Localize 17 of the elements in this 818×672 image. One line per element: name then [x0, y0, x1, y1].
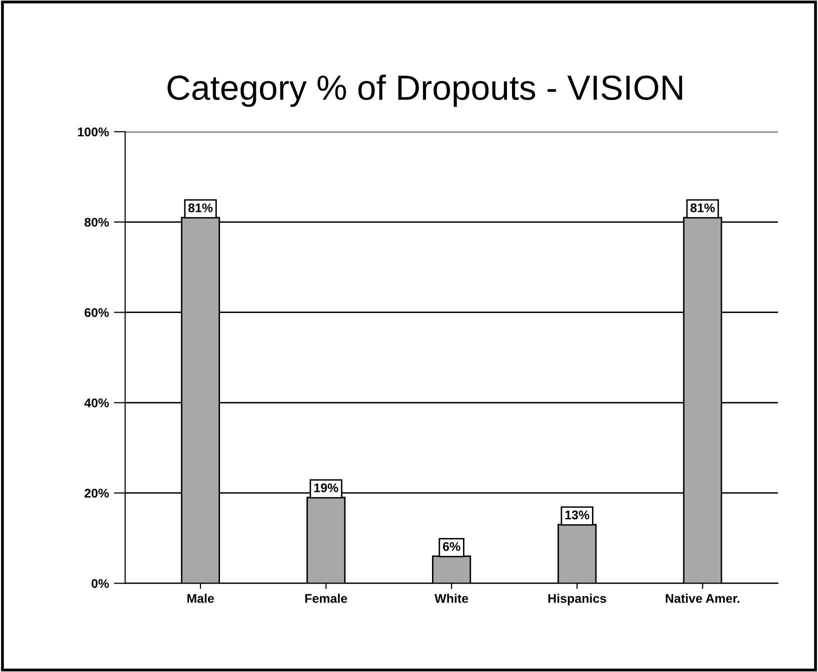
data-label: 6%: [442, 542, 460, 551]
y-tick-label: 0%: [92, 579, 109, 588]
data-label: 81%: [188, 203, 213, 212]
data-label: 13%: [565, 510, 590, 520]
y-tick-label: 60%: [84, 308, 109, 317]
x-tick-label: White: [434, 594, 468, 603]
data-label: 81%: [690, 203, 715, 212]
y-tick-label: 20%: [84, 488, 109, 498]
x-tick-label: Native Amer.: [666, 594, 740, 603]
x-tick-label: Female: [305, 594, 348, 603]
x-tick-label: Male: [187, 594, 214, 603]
x-tick-label: Hispanics: [548, 594, 606, 606]
chart-title: Category % of Dropouts - VISION: [168, 74, 682, 107]
y-tick-label: 100%: [78, 128, 109, 136]
data-label: 19%: [314, 483, 338, 492]
y-tick-label: 40%: [84, 398, 109, 408]
y-tick-label: 80%: [84, 218, 109, 227]
